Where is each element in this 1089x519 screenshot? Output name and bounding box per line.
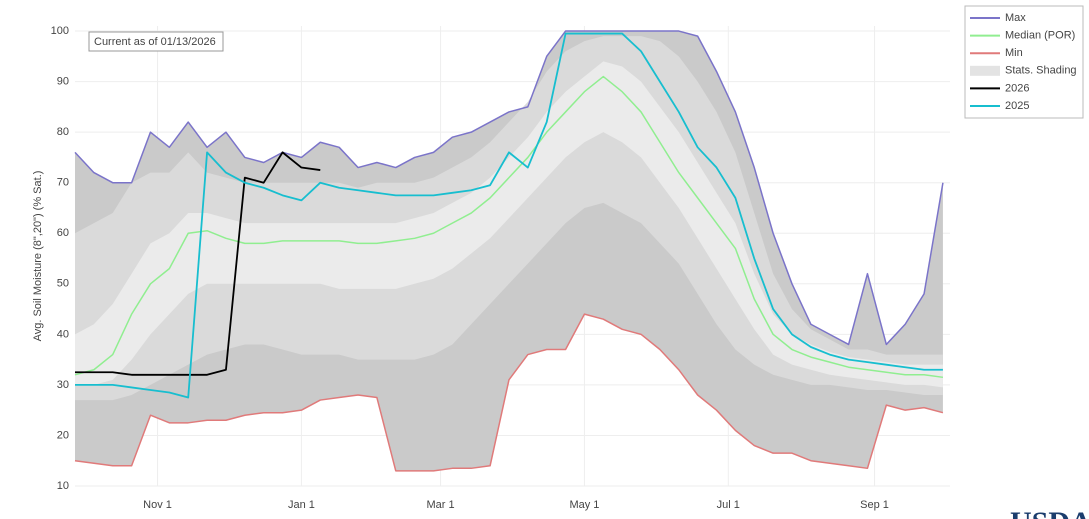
- legend-box: [964, 5, 1084, 119]
- legend-label: Stats. Shading: [1005, 65, 1077, 77]
- y-tick-label: 90: [57, 76, 69, 88]
- x-tick-label: Mar 1: [427, 499, 455, 511]
- shading-band: [75, 61, 943, 388]
- legend-label: 2026: [1005, 82, 1029, 94]
- series-line: [74, 75, 944, 379]
- legend-label: Max: [1005, 12, 1026, 24]
- y-tick-label: 20: [57, 429, 69, 441]
- series-line: [74, 30, 944, 346]
- legend-swatch: [970, 65, 1000, 76]
- series-line: [75, 151, 321, 376]
- y-tick-label: 60: [57, 227, 69, 239]
- y-axis-label: Avg. Soil Moisture (8",20") (% Sat.): [32, 171, 44, 342]
- shading-band: [75, 36, 943, 401]
- x-tick-label: Nov 1: [143, 499, 172, 511]
- y-tick-label: 80: [57, 126, 69, 138]
- y-tick-label: 70: [57, 177, 69, 189]
- y-tick-label: 30: [57, 379, 69, 391]
- y-tick-label: 40: [57, 328, 69, 340]
- legend-label: 2025: [1005, 100, 1029, 112]
- x-tick-label: May 1: [569, 499, 599, 511]
- y-tick-label: 100: [51, 25, 69, 37]
- annotation-box: [88, 31, 224, 52]
- logo: USDA: [1010, 506, 1089, 519]
- x-tick-label: Jan 1: [288, 499, 315, 511]
- x-tick-label: Jul 1: [717, 499, 740, 511]
- annotation: Current as of 01/13/2026: [94, 36, 216, 48]
- legend-label: Min: [1005, 47, 1023, 59]
- series-line: [74, 313, 944, 472]
- y-tick-label: 50: [57, 278, 69, 290]
- series-line: [75, 32, 943, 399]
- legend-label: Median (POR): [1005, 30, 1075, 42]
- y-tick-label: 10: [57, 480, 69, 492]
- x-tick-label: Sep 1: [860, 499, 889, 511]
